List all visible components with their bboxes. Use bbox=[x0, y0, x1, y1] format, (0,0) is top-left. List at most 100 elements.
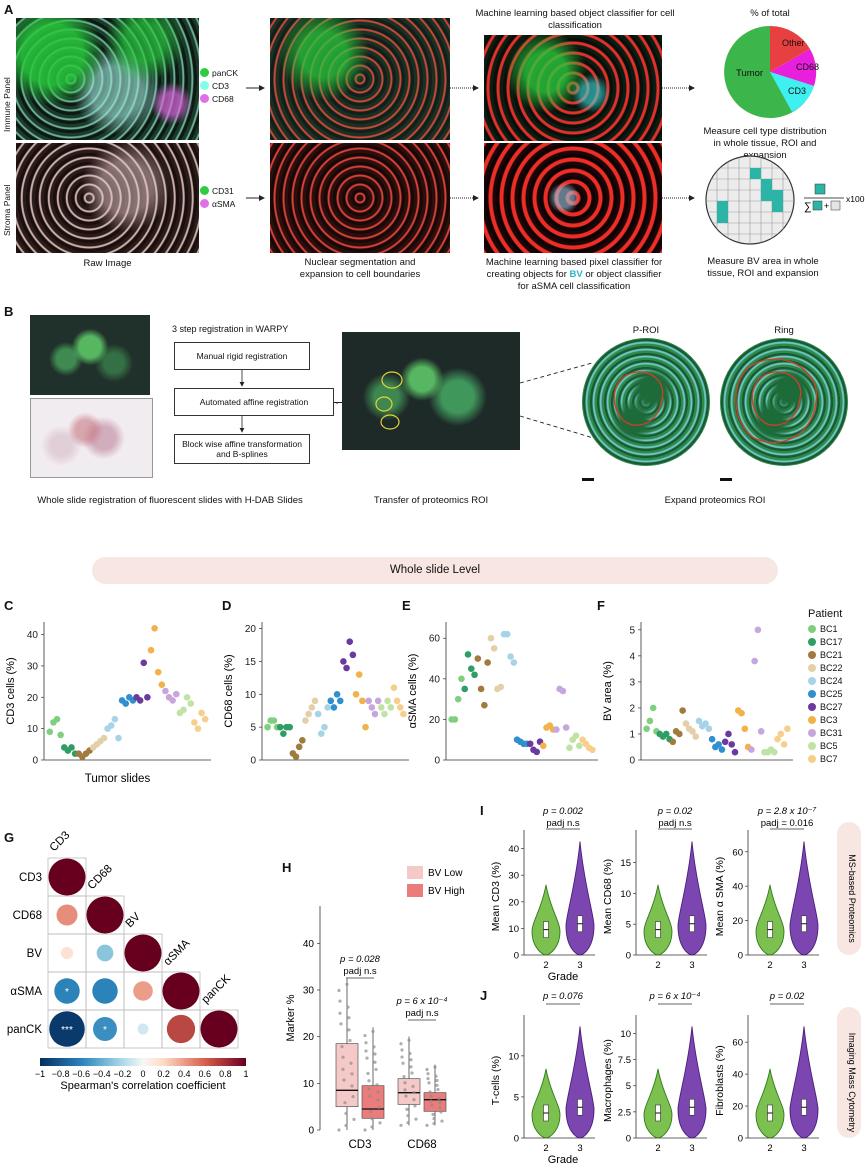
y-tick-label: 0 bbox=[738, 951, 743, 962]
p-value: p = 0.076 bbox=[542, 991, 584, 1002]
data-point-bc24 bbox=[321, 723, 328, 731]
data-point-bc3 bbox=[539, 742, 547, 750]
jitter-point bbox=[338, 999, 342, 1003]
panel-label-h: H bbox=[282, 860, 292, 875]
data-point-bc31 bbox=[172, 690, 180, 698]
data-point-bc25 bbox=[333, 690, 341, 698]
y-axis-label: T-cells (%) bbox=[490, 1056, 502, 1106]
jitter-point bbox=[438, 1101, 442, 1105]
data-point-bc22 bbox=[682, 720, 690, 727]
column-label: BV bbox=[124, 911, 144, 931]
data-point-bc25 bbox=[718, 746, 726, 753]
y-tick-label: 10 bbox=[620, 1029, 631, 1040]
data-point-bc25 bbox=[336, 697, 344, 705]
jitter-point bbox=[411, 1084, 415, 1088]
legend-swatch bbox=[808, 702, 816, 711]
column-label: CD3 bbox=[48, 829, 73, 854]
legend-cd3: CD3 bbox=[212, 80, 230, 91]
pie-slice-other bbox=[770, 25, 810, 73]
significance-stars: *** bbox=[61, 1025, 73, 1036]
panel-label-b: B bbox=[4, 304, 14, 319]
x-tick-label: 2 bbox=[543, 960, 548, 971]
jitter-point bbox=[370, 1117, 374, 1121]
y-tick-label: 10 bbox=[27, 724, 39, 735]
y-tick-label: 0 bbox=[308, 1126, 314, 1137]
jitter-point bbox=[406, 1113, 410, 1118]
data-point-bc21 bbox=[477, 685, 485, 693]
roi-outlines bbox=[375, 371, 403, 430]
y-tick-label: 5 bbox=[626, 1081, 631, 1092]
legend-swatch bbox=[808, 741, 816, 750]
jitter-point bbox=[426, 1072, 430, 1076]
violin bbox=[565, 841, 595, 956]
caption-seg: Nuclear segmentation and expansion to ce… bbox=[299, 257, 421, 280]
legend-label: BC24 bbox=[820, 675, 843, 686]
violin bbox=[755, 884, 785, 956]
data-point-bc17 bbox=[276, 723, 284, 731]
jitter-point bbox=[430, 1103, 434, 1107]
data-point-bc21 bbox=[676, 730, 683, 738]
p-adjusted: padj = 0.016 bbox=[761, 818, 814, 829]
data-point-bc17 bbox=[286, 723, 293, 731]
legend-swatch bbox=[808, 676, 816, 685]
jitter-point bbox=[371, 1029, 375, 1034]
p-value: p = 6 x 10⁻⁴ bbox=[395, 996, 447, 1007]
legend-item: BC24 bbox=[808, 674, 865, 687]
correlation-circle bbox=[93, 1017, 117, 1041]
y-tick-label: 60 bbox=[429, 634, 441, 645]
jitter-point bbox=[347, 1028, 351, 1032]
jitter-point bbox=[406, 1121, 410, 1125]
y-tick-label: 5 bbox=[629, 625, 635, 636]
scatter-cd68: 0 5 10 15 20 CD68 cells (%) bbox=[223, 622, 409, 767]
correlation-circle bbox=[200, 1010, 238, 1048]
jitter-point bbox=[341, 1055, 345, 1059]
data-point-bc22 bbox=[311, 697, 319, 705]
jitter-point bbox=[376, 1090, 380, 1094]
jitter-point bbox=[412, 1090, 416, 1095]
scale-bar bbox=[582, 478, 594, 481]
jitter-point bbox=[365, 1056, 369, 1060]
violins-imc: 0 5 10 T-cells (%) 2 3 p = 0.076 Grade 0 2.5 5 7.5 1… bbox=[490, 991, 861, 1166]
jitter-point bbox=[378, 1121, 382, 1125]
y-tick-label: 0 bbox=[250, 756, 256, 767]
y-tick-label: 20 bbox=[245, 624, 257, 635]
x-tick-label: 3 bbox=[577, 960, 582, 971]
jitter-point bbox=[346, 1005, 350, 1009]
jitter-point bbox=[364, 1049, 368, 1053]
y-tick-label: 4 bbox=[629, 651, 635, 662]
legend-item: BC17 bbox=[808, 635, 865, 648]
data-point-bc24 bbox=[314, 710, 322, 718]
y-tick-label: 0 bbox=[738, 1134, 743, 1145]
y-axis-label: CD3 cells (%) bbox=[5, 657, 17, 724]
jitter-point bbox=[369, 1109, 373, 1114]
jitter-point bbox=[399, 1123, 403, 1127]
roi-label-ring: Ring bbox=[774, 325, 794, 336]
data-point-bc17 bbox=[280, 730, 287, 738]
x-tick-label: 2 bbox=[655, 960, 660, 971]
correlation-circle bbox=[49, 1011, 85, 1047]
jitter-point bbox=[350, 1084, 354, 1088]
data-point-bc24 bbox=[702, 720, 709, 727]
box bbox=[361, 1085, 385, 1119]
jitter-point bbox=[341, 1067, 345, 1071]
legend-item: BC27 bbox=[808, 700, 865, 713]
data-point-bc7 bbox=[784, 725, 791, 733]
jitter-point bbox=[410, 1071, 414, 1075]
legend-label: BC25 bbox=[820, 688, 843, 699]
row-label: CD3 bbox=[19, 872, 42, 884]
y-tick-label: 20 bbox=[508, 897, 519, 908]
colorbar-tick: 0.4 bbox=[178, 1069, 191, 1079]
correlation-circle bbox=[133, 981, 153, 1001]
y-axis-label: Mean α SMA (%) bbox=[714, 857, 726, 937]
data-point-bc21 bbox=[481, 701, 488, 709]
data-point-bc1 bbox=[458, 675, 465, 683]
side-label: Imaging Mass Cytometry bbox=[847, 1033, 857, 1133]
violin bbox=[789, 841, 819, 956]
jitter-point bbox=[363, 1033, 367, 1038]
jitter-point bbox=[400, 1048, 404, 1052]
violin bbox=[643, 884, 673, 956]
legend-item: BC7 bbox=[808, 752, 865, 765]
legend-label: BC3 bbox=[820, 714, 838, 725]
y-tick-label: 2 bbox=[629, 703, 635, 714]
legend-swatch bbox=[407, 866, 423, 879]
